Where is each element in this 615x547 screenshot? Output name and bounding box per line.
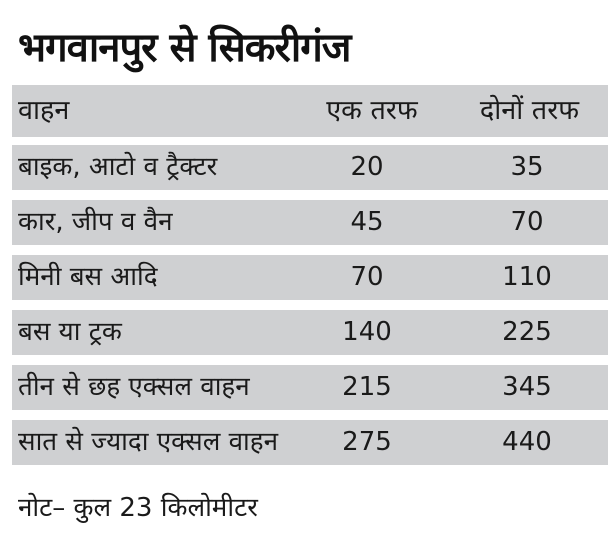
table-row: मिनी बस आदि 70 110 bbox=[12, 255, 608, 300]
header-vehicle: वाहन bbox=[18, 95, 70, 126]
row-vehicle: तीन से छह एक्सल वाहन bbox=[18, 372, 250, 402]
row-one-way: 140 bbox=[342, 317, 392, 347]
page-title: भगवानपुर से सिकरीगंज bbox=[18, 25, 351, 71]
header-both-ways: दोनों तरफ bbox=[479, 95, 580, 126]
row-both-ways: 345 bbox=[502, 372, 552, 402]
table-row: सात से ज्यादा एक्सल वाहन 275 440 bbox=[12, 420, 608, 465]
row-one-way: 70 bbox=[350, 262, 384, 292]
row-one-way: 45 bbox=[350, 207, 384, 237]
row-one-way: 215 bbox=[342, 372, 392, 402]
row-one-way: 275 bbox=[342, 427, 392, 457]
row-vehicle: बाइक, आटो व ट्रैक्टर bbox=[18, 152, 218, 182]
table-row: तीन से छह एक्सल वाहन 215 345 bbox=[12, 365, 608, 410]
row-both-ways: 110 bbox=[502, 262, 552, 292]
row-vehicle: मिनी बस आदि bbox=[18, 262, 158, 292]
row-one-way: 20 bbox=[350, 152, 384, 182]
row-both-ways: 225 bbox=[502, 317, 552, 347]
row-both-ways: 70 bbox=[510, 207, 544, 237]
row-vehicle: कार, जीप व वैन bbox=[18, 207, 173, 237]
footnote: नोट– कुल 23 किलोमीटर bbox=[18, 493, 258, 523]
header-one-way: एक तरफ bbox=[326, 95, 418, 126]
table-header-row: वाहन एक तरफ दोनों तरफ bbox=[12, 85, 608, 137]
row-vehicle: सात से ज्यादा एक्सल वाहन bbox=[18, 427, 279, 457]
table-row: बस या ट्रक 140 225 bbox=[12, 310, 608, 355]
row-vehicle: बस या ट्रक bbox=[18, 317, 122, 347]
toll-rate-table: वाहन एक तरफ दोनों तरफ बाइक, आटो व ट्रैक्… bbox=[12, 85, 608, 475]
table-row: कार, जीप व वैन 45 70 bbox=[12, 200, 608, 245]
table-row: बाइक, आटो व ट्रैक्टर 20 35 bbox=[12, 145, 608, 190]
row-both-ways: 35 bbox=[510, 152, 544, 182]
row-both-ways: 440 bbox=[502, 427, 552, 457]
